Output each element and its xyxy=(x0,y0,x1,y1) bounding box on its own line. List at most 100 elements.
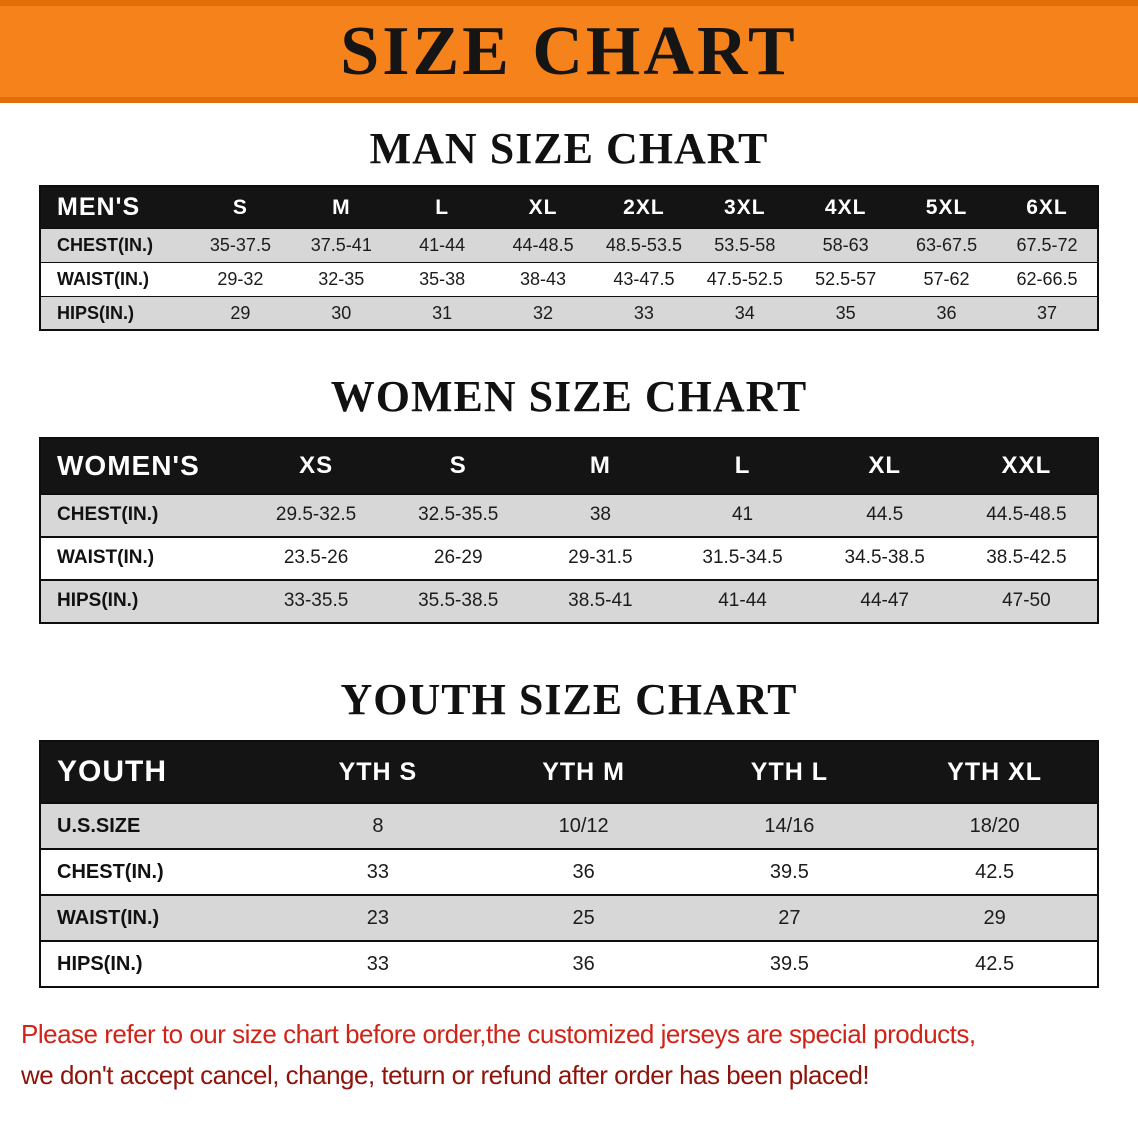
size-value-cell: 31.5-34.5 xyxy=(702,547,783,569)
youth-size-column-header: YTH S xyxy=(275,741,481,804)
size-value-cell: 27 xyxy=(778,906,801,929)
table-row: HIPS(IN.) 33 36 39.5 42.5 xyxy=(40,941,1098,988)
size-value-cell: 31 xyxy=(432,302,453,323)
size-value-cell: 32-35 xyxy=(318,268,365,289)
men-size-column-header: 6XL xyxy=(997,186,1098,229)
measurement-row-label: WAIST(IN.) xyxy=(57,547,155,569)
size-value-cell: 25 xyxy=(572,906,595,929)
size-value-cell: 39.5 xyxy=(769,860,809,883)
youth-size-table: YOUTH YTH S YTH M YTH L YTH XL U.S.SIZE 8 10/12… xyxy=(39,740,1099,989)
size-value-cell: 41-44 xyxy=(718,590,767,612)
size-value-cell: 62-66.5 xyxy=(1016,268,1078,289)
size-value-cell: 42.5 xyxy=(975,952,1015,975)
measurement-row-label: WAIST(IN.) xyxy=(57,268,149,289)
size-value-cell: 42.5 xyxy=(975,860,1015,883)
youth-size-column-header: YTH M xyxy=(480,741,687,804)
men-size-table: MEN'S S M L XL 2XL 3XL 4XL 5XL 6XL CHEST(IN.) 35-37… xyxy=(39,185,1099,332)
size-value-cell: 38.5-42.5 xyxy=(986,547,1067,569)
size-value-cell: 43-47.5 xyxy=(613,268,675,289)
youth-size-column-header: YTH XL xyxy=(892,741,1098,804)
women-table-header-row: WOMEN'S XS S M L XL XXL xyxy=(40,437,1098,494)
size-value-cell: 35-37.5 xyxy=(209,234,271,255)
size-value-cell: 34 xyxy=(734,302,755,323)
size-value-cell: 35 xyxy=(835,302,856,323)
men-size-chart-title: MAN SIZE CHART xyxy=(369,124,769,173)
size-value-cell: 67.5-72 xyxy=(1016,234,1078,255)
size-value-cell: 47-50 xyxy=(1002,590,1051,612)
men-size-column-header: 4XL xyxy=(795,186,897,229)
women-size-section: WOMEN SIZE CHART WOMEN'S XS S M L XL XXL CHEST(I… xyxy=(0,372,1138,624)
size-value-cell: 37 xyxy=(1036,302,1058,323)
disclaimer: Please refer to our size chart before or… xyxy=(19,1014,1119,1096)
size-value-cell: 18/20 xyxy=(969,814,1020,837)
men-size-column-header: L xyxy=(391,186,493,229)
size-value-cell: 29-31.5 xyxy=(568,547,633,569)
table-row: CHEST(IN.) 33 36 39.5 42.5 xyxy=(40,849,1098,896)
measurement-row-label: HIPS(IN.) xyxy=(57,590,139,612)
size-value-cell: 30 xyxy=(331,302,352,323)
measurement-row-label: HIPS(IN.) xyxy=(57,302,135,323)
youth-size-section: YOUTH SIZE CHART YOUTH YTH S YTH M YTH L YTH … xyxy=(0,675,1138,989)
size-value-cell: 37.5-41 xyxy=(310,234,372,255)
youth-table-corner-label: YOUTH xyxy=(40,741,275,804)
size-value-cell: 23.5-26 xyxy=(283,547,349,569)
women-size-table: WOMEN'S XS S M L XL XXL CHEST(IN.) 29.5-32.5 32.5… xyxy=(39,436,1099,624)
women-size-column-header: M xyxy=(529,437,672,494)
men-size-column-header: 3XL xyxy=(694,186,796,229)
size-value-cell: 35-38 xyxy=(419,268,466,289)
table-row: HIPS(IN.) 33-35.5 35.5-38.5 38.5-41 41-44 44-… xyxy=(40,579,1098,623)
size-value-cell: 10/12 xyxy=(558,814,609,837)
size-value-cell: 63-67.5 xyxy=(916,234,978,255)
table-row: WAIST(IN.) 23.5-26 26-29 29-31.5 31.5-34.5 34… xyxy=(40,536,1098,580)
men-size-column-header: S xyxy=(190,186,291,229)
disclaimer-line-2: we don't accept cancel, change, teturn o… xyxy=(21,1060,870,1091)
size-value-cell: 39.5 xyxy=(769,952,809,975)
women-size-column-header: XXL xyxy=(955,437,1098,494)
size-value-cell: 36 xyxy=(572,952,595,975)
men-size-section: MAN SIZE CHART MEN'S S M L XL 2XL 3XL 4XL 5XL 6XL C… xyxy=(0,124,1138,332)
size-value-cell: 44.5-48.5 xyxy=(986,504,1067,526)
size-value-cell: 34.5-38.5 xyxy=(844,547,925,569)
size-value-cell: 38.5-41 xyxy=(568,590,633,612)
size-value-cell: 38-43 xyxy=(520,268,567,289)
size-value-cell: 29 xyxy=(230,302,251,323)
women-size-column-header: S xyxy=(387,437,530,494)
size-value-cell: 33 xyxy=(366,860,389,883)
measurement-row-label: CHEST(IN.) xyxy=(57,234,153,255)
women-size-column-header: XS xyxy=(245,437,388,494)
size-value-cell: 57-62 xyxy=(923,268,970,289)
size-value-cell: 33-35.5 xyxy=(283,590,349,612)
size-value-cell: 38 xyxy=(589,504,611,526)
women-table-corner-label: WOMEN'S xyxy=(40,437,245,494)
table-row: HIPS(IN.) 29 30 31 32 33 34 35 36 37 xyxy=(40,296,1098,331)
size-value-cell: 14/16 xyxy=(764,814,815,837)
measurement-row-label: WAIST(IN.) xyxy=(57,906,160,929)
size-chart-banner: SIZE CHART xyxy=(0,0,1138,103)
size-value-cell: 23 xyxy=(366,906,389,929)
measurement-row-label: CHEST(IN.) xyxy=(57,504,159,526)
size-value-cell: 32.5-35.5 xyxy=(418,504,499,526)
women-size-column-header: L xyxy=(671,437,814,494)
table-row: CHEST(IN.) 29.5-32.5 32.5-35.5 38 41 44.5 44.5… xyxy=(40,493,1098,537)
size-value-cell: 41 xyxy=(731,504,754,526)
table-row: WAIST(IN.) 29-32 32-35 35-38 38-43 43-47.5 47.… xyxy=(40,262,1098,297)
size-value-cell: 33 xyxy=(366,952,389,975)
women-size-column-header: XL xyxy=(813,437,956,494)
men-size-column-header: 2XL xyxy=(593,186,695,229)
size-value-cell: 33 xyxy=(633,302,654,323)
size-value-cell: 53.5-58 xyxy=(714,234,776,255)
size-value-cell: 44-48.5 xyxy=(512,234,574,255)
size-value-cell: 58-63 xyxy=(822,234,869,255)
table-row: WAIST(IN.) 23 25 27 29 xyxy=(40,895,1098,942)
size-value-cell: 36 xyxy=(936,302,957,323)
women-size-chart-title: WOMEN SIZE CHART xyxy=(330,372,808,422)
men-size-column-header: M xyxy=(290,186,392,229)
measurement-row-label: U.S.SIZE xyxy=(57,814,141,837)
disclaimer-line-1: Please refer to our size chart before or… xyxy=(21,1019,976,1050)
size-value-cell: 48.5-53.5 xyxy=(605,234,682,255)
size-value-cell: 8 xyxy=(372,814,384,837)
size-value-cell: 41-44 xyxy=(419,234,466,255)
youth-size-column-header: YTH L xyxy=(686,741,893,804)
size-value-cell: 29.5-32.5 xyxy=(275,504,357,526)
